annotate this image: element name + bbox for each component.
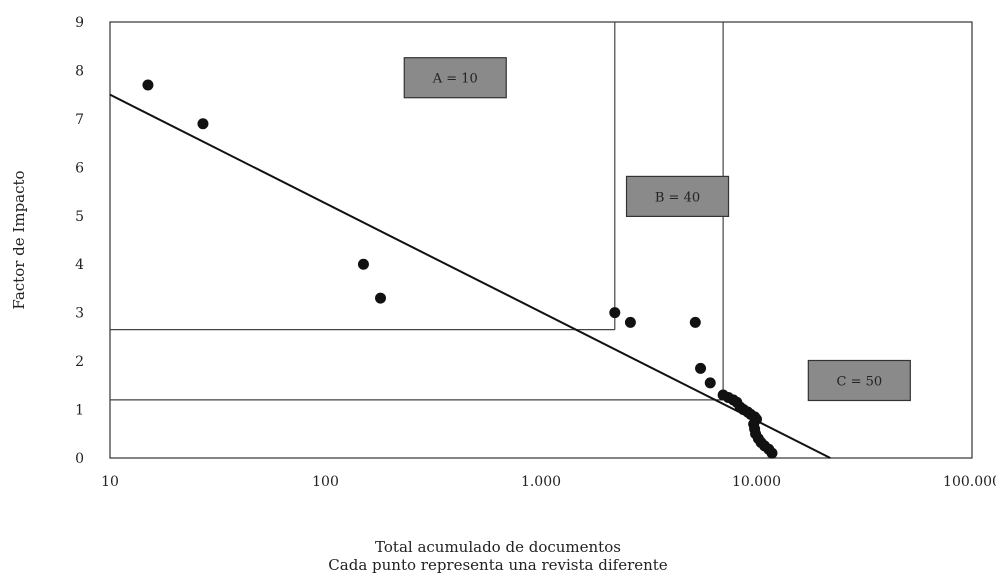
plot-frame [109, 21, 973, 459]
data-point [197, 118, 209, 130]
data-point [624, 316, 636, 328]
trend-line [109, 93, 831, 459]
data-point [357, 258, 369, 270]
y-tick-label: 1 [75, 403, 84, 419]
data-point [609, 307, 621, 319]
y-tick-label: 0 [75, 451, 84, 467]
x-tick-label: 10.000 [732, 474, 781, 490]
y-axis-title: Factor de Impacto [10, 170, 28, 309]
data-point [375, 292, 387, 304]
y-tick-label: 2 [75, 354, 84, 370]
zone-label: A = 10 [432, 72, 478, 87]
y-tick-label: 8 [75, 63, 84, 79]
zone-label: C = 50 [836, 374, 882, 389]
zone-box [625, 175, 730, 217]
data-point [704, 377, 716, 389]
x-axis-title: Total acumulado de documentos [375, 538, 621, 556]
zone-label: B = 40 [655, 190, 700, 205]
y-tick-label: 9 [75, 15, 84, 31]
y-tick-label: 7 [75, 112, 84, 128]
data-point [689, 316, 701, 328]
x-tick-label: 100 [312, 474, 339, 490]
x-tick-label: 1.000 [521, 474, 561, 490]
data-point [695, 362, 707, 374]
y-tick-label: 6 [75, 160, 84, 176]
y-tick-label: 4 [75, 257, 84, 273]
y-tick-label: 5 [75, 209, 84, 225]
y-tick-label: 3 [75, 306, 84, 322]
data-point [142, 79, 154, 91]
data-point [766, 447, 778, 459]
zone-box [807, 359, 911, 402]
x-tick-label: 100.000 [943, 474, 996, 490]
x-tick-label: 10 [101, 474, 119, 490]
zone-box [403, 57, 507, 99]
x-axis-subtitle: Cada punto representa una revista difere… [328, 556, 668, 574]
